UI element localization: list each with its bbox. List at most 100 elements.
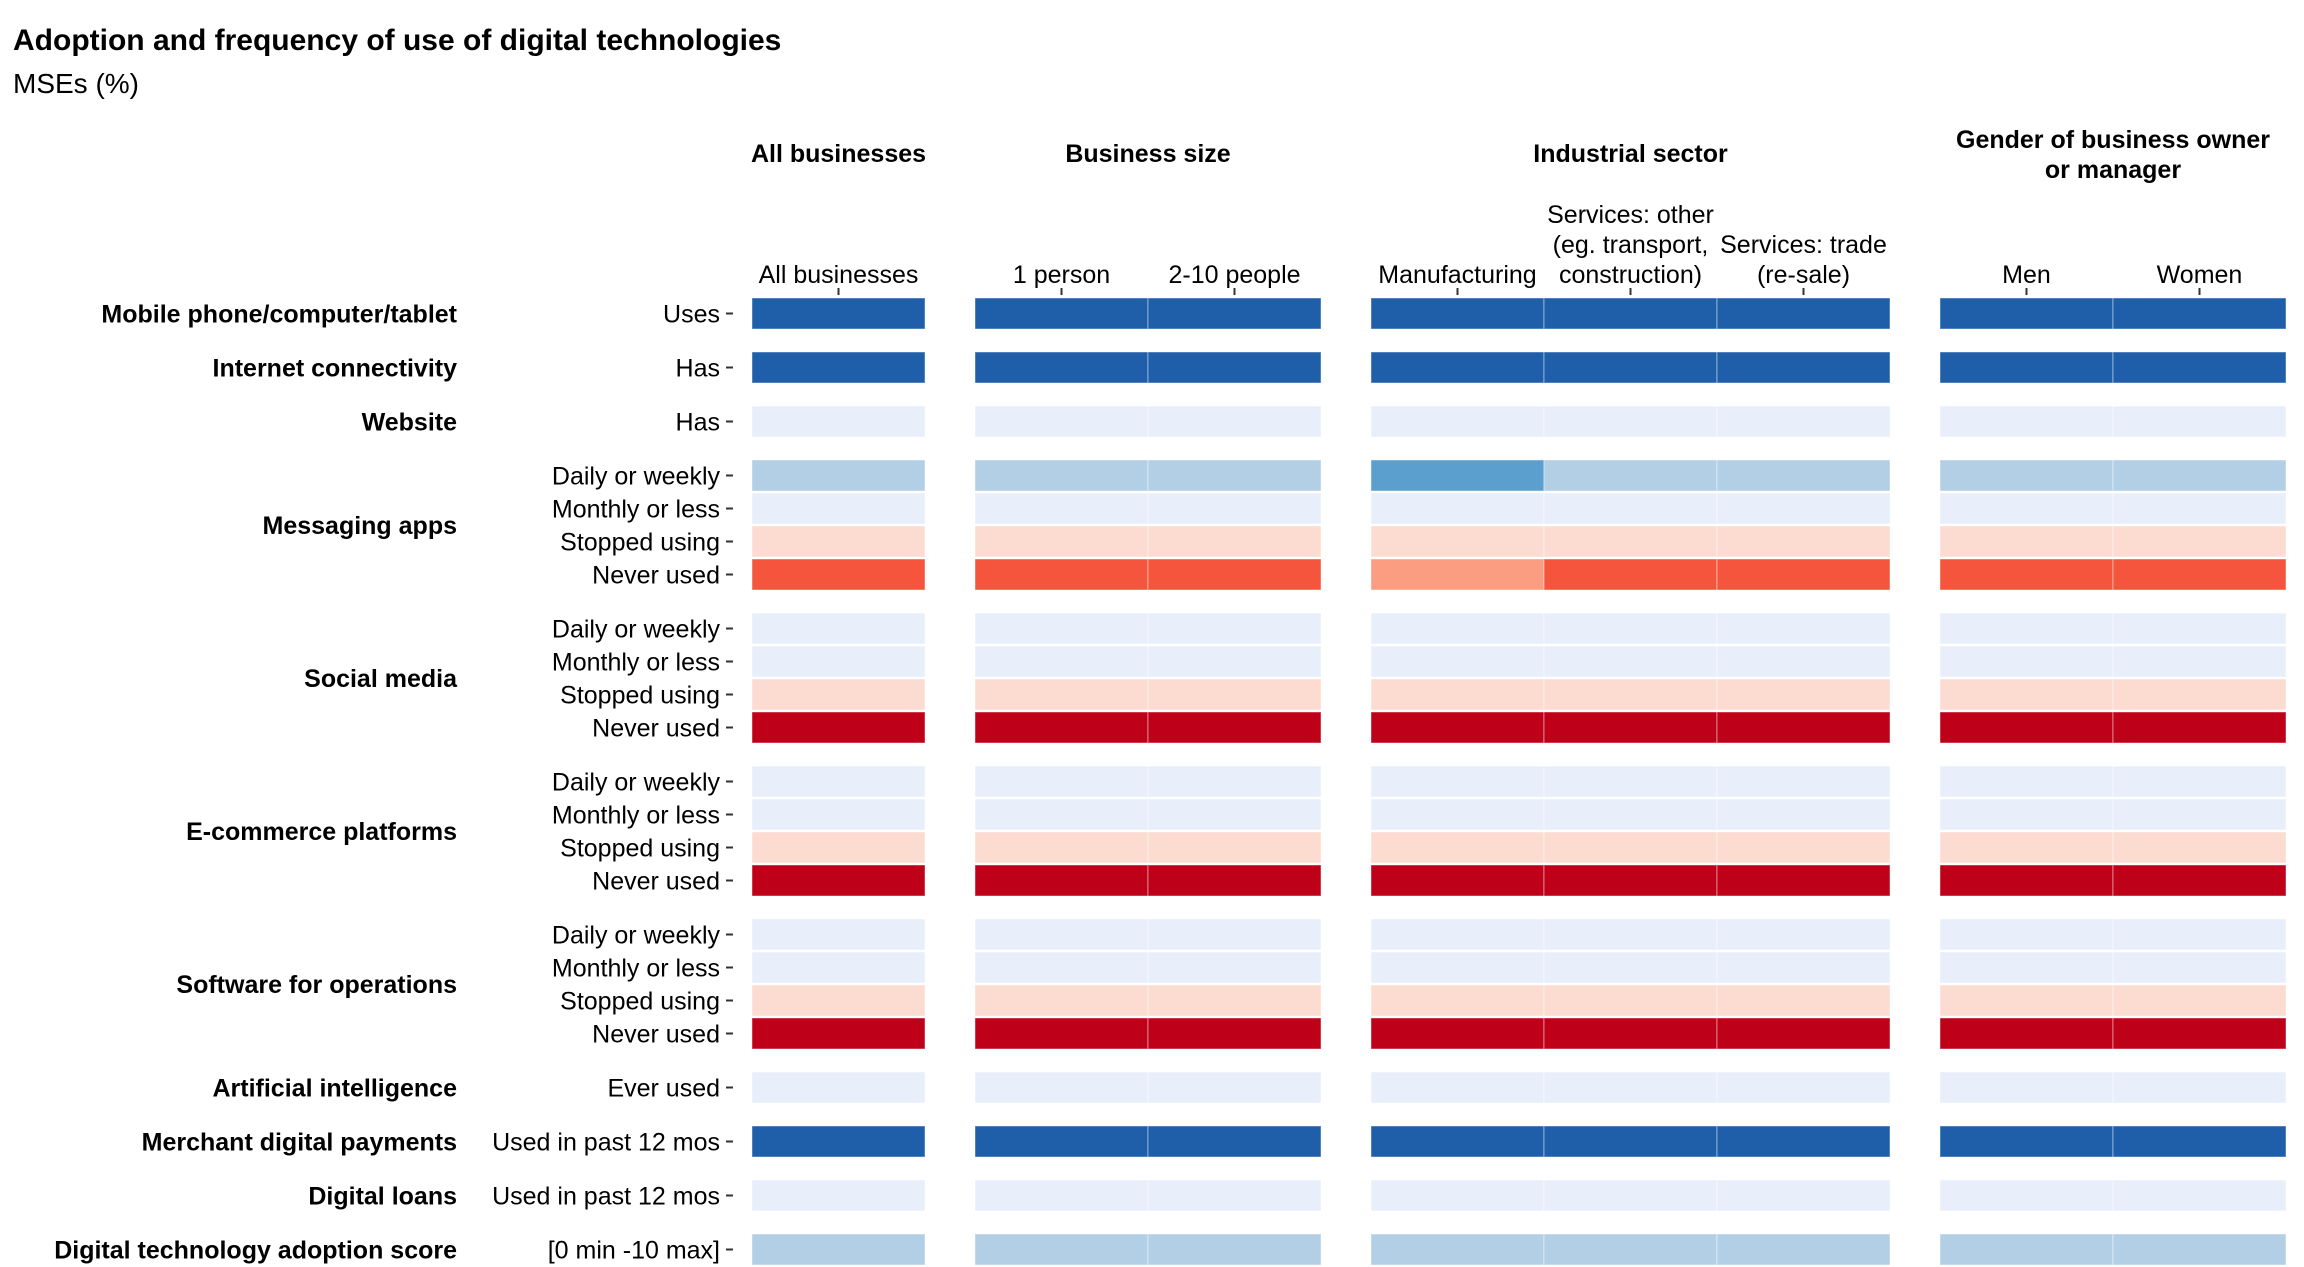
cell-r14-c5 <box>1716 864 1891 897</box>
cell-r19-c5 <box>1716 1071 1891 1104</box>
cell-r3-c7 <box>2112 459 2287 492</box>
cell-r12-c1 <box>974 798 1149 831</box>
row-label-8: Monthly or less <box>552 649 720 677</box>
cell-r21-c0 <box>751 1179 926 1212</box>
cell-r9-c5 <box>1716 678 1891 711</box>
cell-r14-c4 <box>1543 864 1718 897</box>
cell-r17-c1 <box>974 984 1149 1017</box>
cell-r20-c6 <box>1939 1125 2114 1158</box>
cell-r7-c5 <box>1716 612 1891 645</box>
cell-r4-c6 <box>1939 492 2114 525</box>
cell-r1-c7 <box>2112 351 2287 384</box>
group-label-3-line-0: Gender of business owner <box>1956 126 2270 154</box>
group-label-2: Industrial sector <box>1533 140 1728 168</box>
column-label-5-line-0: Services: trade <box>1720 231 1887 259</box>
cell-r19-c2 <box>1147 1071 1322 1104</box>
cell-r5-c2 <box>1147 525 1322 558</box>
category-label-5: E-commerce platforms <box>186 818 457 846</box>
cell-r12-c6 <box>1939 798 2114 831</box>
row-label-17: Stopped using <box>560 988 720 1016</box>
cell-r19-c1 <box>974 1071 1149 1104</box>
cell-r3-c6 <box>1939 459 2114 492</box>
cell-r6-c7 <box>2112 558 2287 591</box>
row-label-10: Never used <box>592 715 720 743</box>
row-label-12: Monthly or less <box>552 802 720 830</box>
cell-r20-c0 <box>751 1125 926 1158</box>
cell-r18-c1 <box>974 1017 1149 1050</box>
cell-r5-c7 <box>2112 525 2287 558</box>
cell-r6-c3 <box>1370 558 1545 591</box>
row-label-9: Stopped using <box>560 682 720 710</box>
cell-r17-c5 <box>1716 984 1891 1017</box>
category-label-8: Merchant digital payments <box>142 1129 457 1157</box>
heatmap-cells <box>751 297 2287 1266</box>
cell-r20-c3 <box>1370 1125 1545 1158</box>
category-label-4: Social media <box>304 665 458 693</box>
cell-r2-c3 <box>1370 405 1545 438</box>
column-labels: All businesses 1 person 2-10 people Manufac… <box>759 201 2242 295</box>
cell-r15-c7 <box>2112 918 2287 951</box>
cell-r13-c0 <box>751 831 926 864</box>
cell-r7-c2 <box>1147 612 1322 645</box>
cell-r15-c2 <box>1147 918 1322 951</box>
row-label-0: Uses <box>663 301 720 329</box>
row-label-19: Ever used <box>607 1075 720 1103</box>
cell-r6-c2 <box>1147 558 1322 591</box>
cell-r4-c3 <box>1370 492 1545 525</box>
cell-r2-c2 <box>1147 405 1322 438</box>
cell-r0-c1 <box>974 297 1149 330</box>
cell-r6-c4 <box>1543 558 1718 591</box>
cell-r11-c2 <box>1147 765 1322 798</box>
cell-r18-c4 <box>1543 1017 1718 1050</box>
row-label-18: Never used <box>592 1021 720 1049</box>
row-label-14: Never used <box>592 868 720 896</box>
cell-r18-c5 <box>1716 1017 1891 1050</box>
column-label-4-line-1: (eg. transport, <box>1553 231 1709 259</box>
cell-r5-c1 <box>974 525 1149 558</box>
cell-r16-c6 <box>1939 951 2114 984</box>
column-label-5-line-1: (re-sale) <box>1757 261 1850 289</box>
cell-r20-c7 <box>2112 1125 2287 1158</box>
cell-r21-c6 <box>1939 1179 2114 1212</box>
cell-r20-c4 <box>1543 1125 1718 1158</box>
cell-r10-c6 <box>1939 711 2114 744</box>
cell-r5-c6 <box>1939 525 2114 558</box>
cell-r14-c6 <box>1939 864 2114 897</box>
cell-r3-c1 <box>974 459 1149 492</box>
cell-r2-c1 <box>974 405 1149 438</box>
cell-r12-c4 <box>1543 798 1718 831</box>
cell-r18-c0 <box>751 1017 926 1050</box>
row-label-2: Has <box>676 409 720 437</box>
cell-r17-c6 <box>1939 984 2114 1017</box>
cell-r0-c4 <box>1543 297 1718 330</box>
cell-r15-c3 <box>1370 918 1545 951</box>
cell-r1-c4 <box>1543 351 1718 384</box>
cell-r9-c2 <box>1147 678 1322 711</box>
row-label-15: Daily or weekly <box>552 922 721 950</box>
row-labels: Uses Has Has Daily or weekly Monthly or less… <box>492 301 733 1265</box>
cell-r1-c6 <box>1939 351 2114 384</box>
cell-r21-c1 <box>974 1179 1149 1212</box>
row-label-13: Stopped using <box>560 835 720 863</box>
row-label-20: Used in past 12 mos <box>492 1129 720 1157</box>
category-label-3: Messaging apps <box>263 512 458 540</box>
cell-r3-c4 <box>1543 459 1718 492</box>
row-label-11: Daily or weekly <box>552 769 721 797</box>
cell-r11-c6 <box>1939 765 2114 798</box>
cell-r11-c7 <box>2112 765 2287 798</box>
row-label-5: Stopped using <box>560 529 720 557</box>
group-labels: All businesses Business size Industrial se… <box>751 126 2270 184</box>
cell-r0-c0 <box>751 297 926 330</box>
cell-r8-c7 <box>2112 645 2287 678</box>
cell-r21-c2 <box>1147 1179 1322 1212</box>
chart-subtitle: MSEs (%) <box>13 68 139 99</box>
cell-r2-c7 <box>2112 405 2287 438</box>
cell-r20-c1 <box>974 1125 1149 1158</box>
row-label-22: [0 min -10 max] <box>548 1237 720 1265</box>
cell-r7-c7 <box>2112 612 2287 645</box>
cell-r15-c0 <box>751 918 926 951</box>
cell-r8-c6 <box>1939 645 2114 678</box>
cell-r14-c3 <box>1370 864 1545 897</box>
cell-r8-c5 <box>1716 645 1891 678</box>
cell-r13-c6 <box>1939 831 2114 864</box>
